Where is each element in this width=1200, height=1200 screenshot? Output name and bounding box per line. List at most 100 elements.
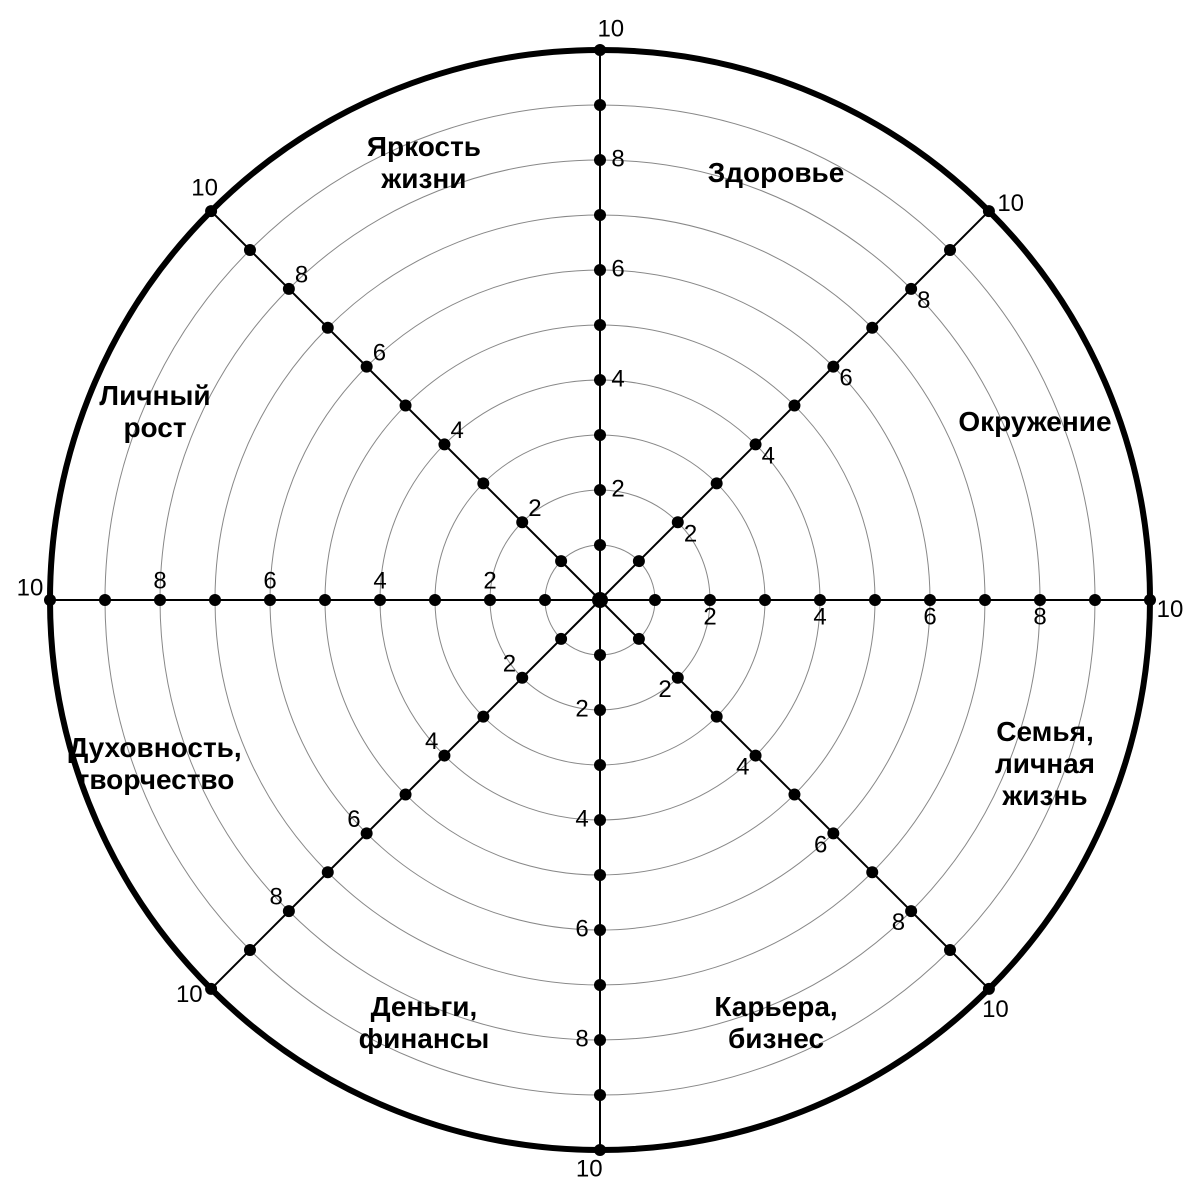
tick-label: 2 — [528, 495, 541, 522]
grid-dot — [905, 283, 917, 295]
sector-label: Здоровье — [708, 157, 845, 188]
grid-dot — [750, 750, 762, 762]
tick-label: 2 — [658, 676, 671, 703]
grid-dot — [429, 594, 441, 606]
grid-dot — [649, 594, 661, 606]
grid-dot — [788, 400, 800, 412]
sector-label-line: жизни — [380, 164, 466, 195]
tick-label: 6 — [923, 603, 936, 630]
tick-label: 6 — [575, 915, 588, 942]
tick-label: 4 — [450, 417, 463, 444]
grid-dot — [516, 516, 528, 528]
grid-dot — [983, 205, 995, 217]
grid-dot — [594, 209, 606, 221]
grid-dot — [672, 516, 684, 528]
grid-dot — [594, 484, 606, 496]
grid-dot — [866, 322, 878, 334]
tick-label: 8 — [153, 567, 166, 594]
grid-dot — [944, 244, 956, 256]
tick-label: 2 — [503, 650, 516, 677]
grid-dot — [594, 429, 606, 441]
tick-label: 4 — [373, 567, 386, 594]
life-balance-wheel: 2468102468102468102468102468102468102468… — [0, 0, 1200, 1200]
center-dot — [592, 592, 608, 608]
grid-dot — [633, 633, 645, 645]
grid-dot — [594, 319, 606, 331]
tick-label: 4 — [813, 603, 826, 630]
sector-label: Духовность,творчество — [68, 732, 241, 795]
sector-label-line: творчество — [76, 765, 235, 796]
grid-dot — [711, 477, 723, 489]
grid-dot — [1144, 594, 1156, 606]
tick-label: 6 — [373, 339, 386, 366]
sector-label-line: Здоровье — [708, 157, 845, 188]
grid-dot — [99, 594, 111, 606]
tick-label: 2 — [611, 475, 624, 502]
tick-label: 6 — [611, 255, 624, 282]
tick-label: 6 — [347, 806, 360, 833]
grid-dot — [400, 788, 412, 800]
tick-label: 8 — [269, 884, 282, 911]
tick-label: 10 — [982, 996, 1009, 1023]
tick-label: 10 — [997, 190, 1024, 217]
sector-label-line: Семья, — [996, 716, 1093, 747]
tick-label: 6 — [263, 567, 276, 594]
grid-dot — [400, 400, 412, 412]
grid-dot — [205, 983, 217, 995]
grid-dot — [983, 983, 995, 995]
sector-label-line: Яркость — [367, 131, 481, 162]
grid-dot — [827, 361, 839, 373]
grid-dot — [594, 44, 606, 56]
grid-dot — [594, 704, 606, 716]
grid-dot — [283, 283, 295, 295]
grid-dot — [205, 205, 217, 217]
grid-dot — [594, 154, 606, 166]
tick-label: 4 — [611, 365, 624, 392]
tick-label: 2 — [684, 520, 697, 547]
grid-dot — [594, 649, 606, 661]
grid-dot — [438, 438, 450, 450]
grid-dot — [361, 827, 373, 839]
grid-dot — [711, 711, 723, 723]
grid-dot — [869, 594, 881, 606]
sector-label: Карьера,бизнес — [714, 991, 837, 1054]
sector-label-line: финансы — [359, 1023, 490, 1054]
grid-dot — [979, 594, 991, 606]
grid-dot — [319, 594, 331, 606]
tick-label: 6 — [839, 365, 852, 392]
sector-label-line: Деньги, — [371, 991, 478, 1022]
grid-dot — [594, 979, 606, 991]
sector-label-line: личная — [995, 748, 1095, 779]
grid-dot — [244, 244, 256, 256]
grid-dot — [759, 594, 771, 606]
tick-label: 8 — [575, 1025, 588, 1052]
tick-label: 10 — [176, 981, 203, 1008]
sector-label: Яркостьжизни — [367, 131, 481, 194]
tick-label: 8 — [892, 909, 905, 936]
grid-dot — [750, 438, 762, 450]
grid-dot — [866, 866, 878, 878]
tick-label: 2 — [703, 603, 716, 630]
tick-label: 8 — [917, 287, 930, 314]
grid-dot — [594, 1089, 606, 1101]
sector-label-line: рост — [123, 412, 186, 443]
grid-dot — [516, 672, 528, 684]
grid-dot — [154, 594, 166, 606]
grid-dot — [322, 322, 334, 334]
grid-dot — [555, 633, 567, 645]
tick-label: 10 — [597, 15, 624, 42]
grid-dot — [264, 594, 276, 606]
tick-label: 8 — [295, 261, 308, 288]
grid-dot — [477, 477, 489, 489]
grid-dot — [484, 594, 496, 606]
sector-label-line: жизнь — [1001, 781, 1087, 812]
tick-label: 10 — [1157, 596, 1184, 623]
tick-label: 2 — [483, 567, 496, 594]
grid-dot — [361, 361, 373, 373]
grid-dot — [594, 814, 606, 826]
grid-dot — [438, 750, 450, 762]
tick-label: 8 — [611, 145, 624, 172]
grid-dot — [594, 924, 606, 936]
tick-label: 6 — [814, 831, 827, 858]
tick-label: 4 — [736, 754, 749, 781]
